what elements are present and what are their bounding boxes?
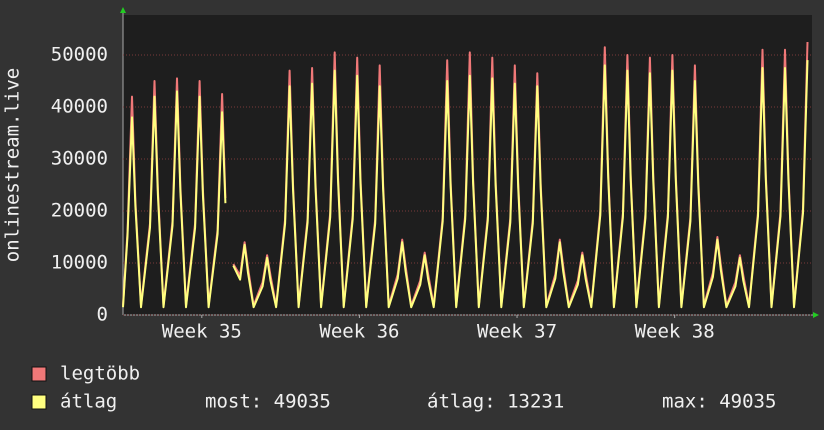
- stat: most: 49035: [205, 391, 331, 413]
- y-tick-label: 10000: [51, 252, 108, 274]
- y-tick-label: 20000: [51, 200, 108, 222]
- legend-label: átlag: [60, 391, 117, 413]
- stat: max: 49035: [662, 391, 776, 413]
- y-tick-label: 50000: [51, 44, 108, 66]
- axis-arrow: [813, 312, 819, 318]
- x-tick-label: Week 35: [162, 321, 242, 343]
- x-tick-label: Week 37: [477, 321, 557, 343]
- y-tick-label: 40000: [51, 96, 108, 118]
- y-axis-label: onlinestream.live: [2, 68, 24, 262]
- x-tick-label: Week 36: [319, 321, 399, 343]
- legend-swatch: [31, 394, 47, 410]
- series-line: [122, 60, 809, 309]
- x-tick-label: Week 38: [635, 321, 715, 343]
- y-tick-label: 0: [97, 304, 108, 326]
- legend-swatch: [31, 366, 47, 382]
- y-tick-label: 30000: [51, 148, 108, 170]
- legend-label: legtöbb: [60, 363, 140, 385]
- stat: átlag: 13231: [427, 391, 564, 413]
- axis-arrow: [120, 7, 126, 13]
